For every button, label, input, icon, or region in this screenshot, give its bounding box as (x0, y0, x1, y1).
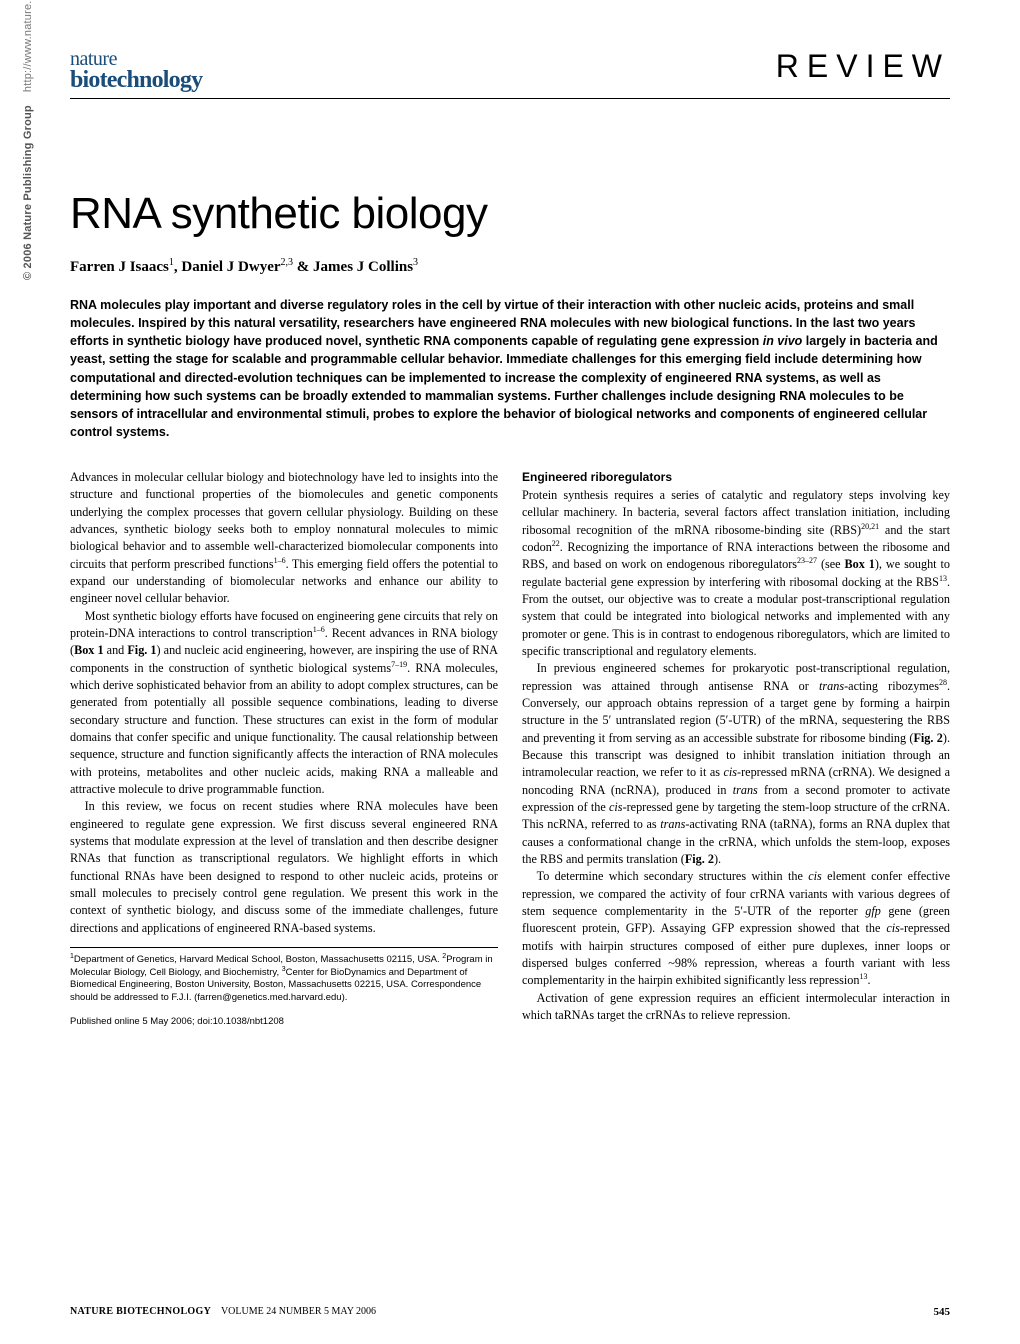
abstract: RNA molecules play important and diverse… (70, 296, 950, 441)
body-para: In this review, we focus on recent studi… (70, 798, 498, 937)
publication-info: Published online 5 May 2006; doi:10.1038… (70, 1015, 498, 1028)
page-footer: NATURE BIOTECHNOLOGY VOLUME 24 NUMBER 5 … (70, 1306, 950, 1318)
page-container: nature biotechnology REVIEW RNA syntheti… (0, 0, 1020, 1059)
body-para: In previous engineered schemes for proka… (522, 660, 950, 868)
article-title: RNA synthetic biology (70, 189, 950, 239)
body-para: Advances in molecular cellular biology a… (70, 469, 498, 608)
footer-page-number: 545 (934, 1306, 951, 1318)
body-para: Most synthetic biology efforts have focu… (70, 608, 498, 799)
authors: Farren J Isaacs1, Daniel J Dwyer2,3 & Ja… (70, 257, 950, 276)
affiliations: 1Department of Genetics, Harvard Medical… (70, 947, 498, 1005)
journal-name-line2: biotechnology (70, 67, 202, 94)
journal-logo: nature biotechnology (70, 48, 202, 94)
footer-journal: NATURE BIOTECHNOLOGY (70, 1306, 211, 1317)
body-para: Protein synthesis requires a series of c… (522, 487, 950, 660)
footer-issue: VOLUME 24 NUMBER 5 MAY 2006 (221, 1306, 376, 1317)
body-columns: Advances in molecular cellular biology a… (70, 469, 950, 1029)
left-column: Advances in molecular cellular biology a… (70, 469, 498, 1029)
sidebar-copyright: © 2006 Nature Publishing Group http://ww… (22, 0, 34, 280)
sidebar-copyright-text: © 2006 Nature Publishing Group (22, 105, 34, 280)
body-para: Activation of gene expression requires a… (522, 990, 950, 1025)
header: nature biotechnology REVIEW (70, 48, 950, 99)
sidebar-url: http://www.nature.com/naturebiotechnolog… (22, 0, 34, 92)
section-label: REVIEW (776, 48, 950, 85)
footer-left: NATURE BIOTECHNOLOGY VOLUME 24 NUMBER 5 … (70, 1306, 376, 1318)
section-heading: Engineered riboregulators (522, 469, 950, 486)
right-column: Engineered riboregulators Protein synthe… (522, 469, 950, 1029)
body-para: To determine which secondary structures … (522, 868, 950, 989)
